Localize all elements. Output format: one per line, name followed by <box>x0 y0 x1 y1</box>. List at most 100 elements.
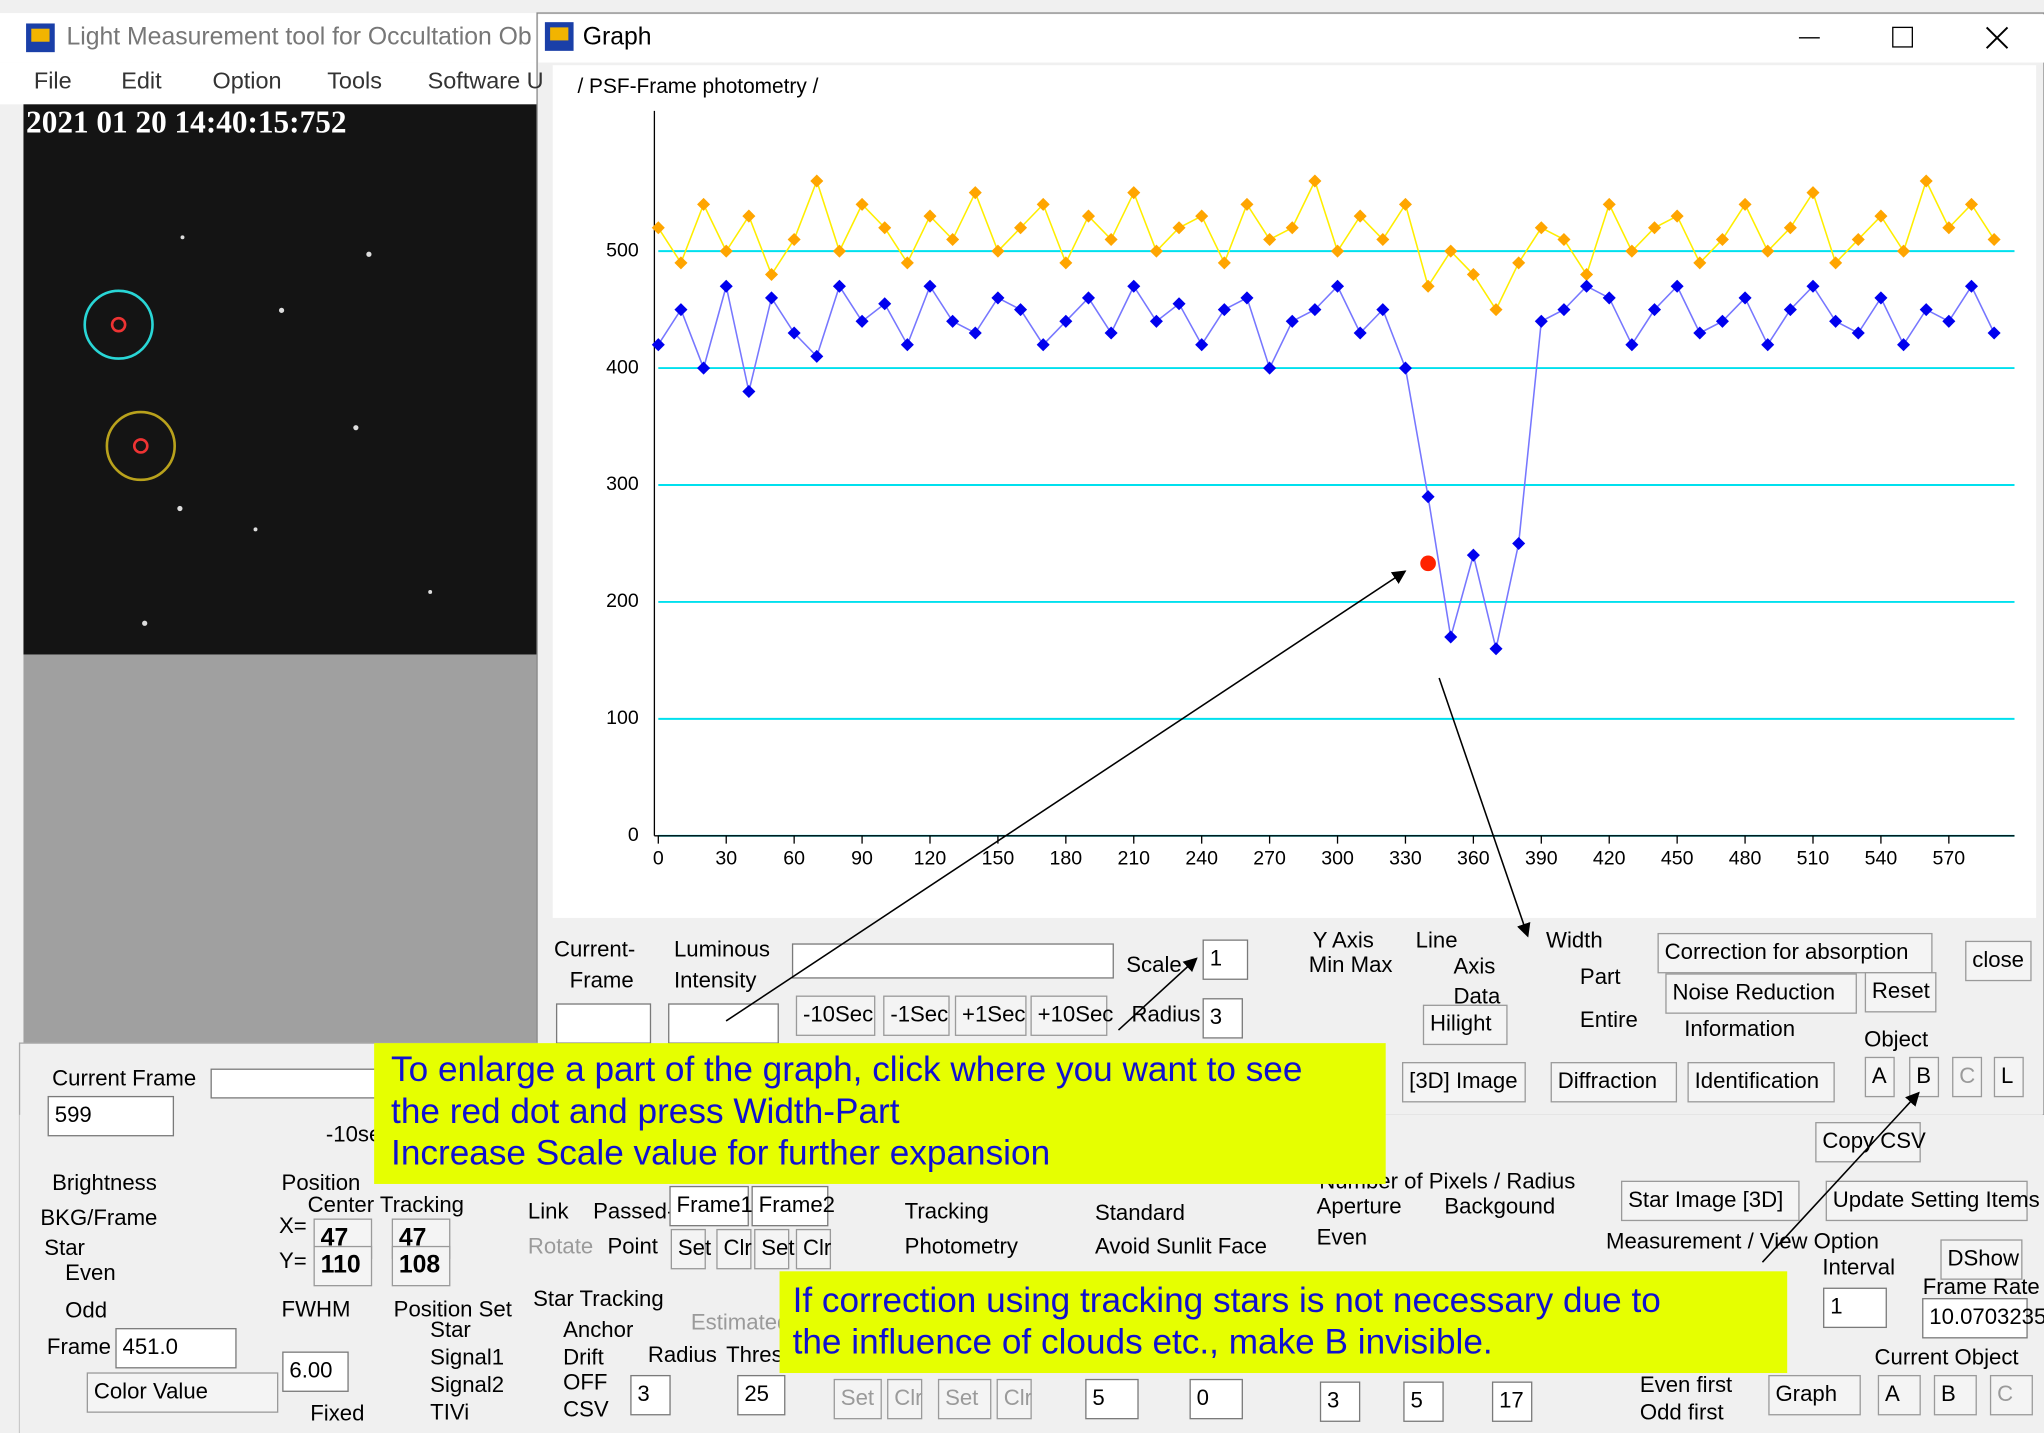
control-label: 451.0 <box>123 1334 178 1359</box>
control-label: Signal2 <box>430 1372 504 1397</box>
control-label: Even first <box>1640 1372 1732 1397</box>
note-line: the red dot and press Width-Part <box>391 1092 900 1131</box>
main-title: Light Measurement tool for Occultation O… <box>66 23 531 50</box>
menu-item[interactable]: Edit <box>121 67 162 93</box>
control-label: Min Max <box>1309 952 1393 977</box>
x-tick-label: 120 <box>914 847 947 869</box>
control-label: X= <box>279 1213 307 1238</box>
control-label: Intensity <box>674 968 757 993</box>
y-tick-label: 100 <box>606 707 639 729</box>
control-label: -10se <box>326 1122 381 1147</box>
menu-item[interactable]: File <box>34 67 72 93</box>
control-label: Center Tracking <box>308 1192 464 1217</box>
x-tick-label: 330 <box>1389 847 1422 869</box>
control-label: OFF <box>563 1369 607 1394</box>
scrollbar[interactable] <box>793 944 1114 978</box>
control-label: 17 <box>1499 1388 1524 1413</box>
control-label: TIVi <box>430 1399 469 1424</box>
control-label: Y Axis <box>1313 927 1374 952</box>
control-label: Information <box>1684 1016 1795 1041</box>
control-label: Point <box>607 1234 658 1259</box>
control-label: Clr <box>803 1235 832 1260</box>
x-tick-label: 30 <box>715 847 737 869</box>
x-tick-label: 240 <box>1185 847 1218 869</box>
control-label: 1 <box>1210 946 1222 971</box>
timestamp: 2021 01 20 14:40:15:752 <box>26 104 346 139</box>
control-label: DShow <box>1948 1245 2020 1270</box>
control-label: Object <box>1864 1026 1928 1051</box>
control-label: 10.0703235 <box>1929 1304 2044 1329</box>
selected-point <box>1420 556 1436 572</box>
graph-title: Graph <box>583 23 652 50</box>
control-label: Link <box>528 1198 570 1223</box>
note-line: To enlarge a part of the graph, click wh… <box>391 1050 1302 1089</box>
control-label: Even <box>1317 1225 1368 1250</box>
x-tick-label: 0 <box>653 847 664 869</box>
app-icon-part <box>31 29 49 42</box>
control-label: Identification <box>1695 1068 1819 1093</box>
control-label: Radius <box>648 1342 717 1367</box>
menu-item[interactable]: Option <box>212 67 281 93</box>
y-tick-label: 500 <box>606 239 639 261</box>
control-label: Even <box>65 1260 116 1285</box>
y-tick-label: 200 <box>606 590 639 612</box>
control-label: Signal1 <box>430 1345 504 1370</box>
x-tick-label: 420 <box>1593 847 1626 869</box>
control-label: Current Frame <box>52 1065 196 1090</box>
control-label: Set <box>678 1235 711 1260</box>
control-label: Scale <box>1126 952 1181 977</box>
control-label: Estimated <box>691 1309 790 1334</box>
control-label: Odd <box>65 1298 107 1323</box>
control-label: 110 <box>321 1252 361 1279</box>
graph-icon-part <box>550 27 568 40</box>
control-label: Radius <box>1132 1002 1201 1027</box>
control-label: Frame2 <box>759 1192 835 1217</box>
control-label: B <box>1941 1381 1956 1406</box>
control-label: Measurement / View Option <box>1606 1228 1879 1253</box>
control-label: Drift <box>563 1345 604 1370</box>
x-tick-label: 540 <box>1865 847 1898 869</box>
control-label: Axis <box>1453 953 1495 978</box>
menu-item[interactable]: Software U <box>428 67 544 93</box>
control-label: Star Image [3D] <box>1628 1187 1783 1212</box>
control-label: Backgound <box>1444 1193 1555 1218</box>
control-label: Standard <box>1095 1200 1185 1225</box>
input-field <box>557 1004 651 1043</box>
control-label: 5 <box>1092 1385 1104 1410</box>
y-tick-label: 300 <box>606 473 639 495</box>
control-label: Clr <box>723 1235 752 1260</box>
menu-item[interactable]: Tools <box>327 67 382 93</box>
x-tick-label: 390 <box>1525 847 1558 869</box>
x-tick-label: 450 <box>1661 847 1694 869</box>
scrollbar[interactable] <box>211 1069 375 1098</box>
note-line: the influence of clouds etc., make B inv… <box>793 1323 1493 1362</box>
control-label: Anchor <box>563 1317 634 1342</box>
control-label: Line <box>1416 927 1458 952</box>
x-tick-label: 360 <box>1457 847 1490 869</box>
control-label: Frame Rate <box>1923 1274 2040 1299</box>
control-label: Star <box>430 1317 471 1342</box>
control-label: Width <box>1546 927 1603 952</box>
x-tick-label: 480 <box>1729 847 1762 869</box>
screen: Light Measurement tool for Occultation O… <box>0 0 2044 1433</box>
control-label: 1 <box>1830 1294 1842 1319</box>
control-label: Color Value <box>94 1378 208 1403</box>
x-tick-label: 180 <box>1050 847 1083 869</box>
control-label: Odd first <box>1640 1399 1724 1424</box>
control-label: Brightness <box>52 1170 157 1195</box>
control-label: Set <box>841 1385 874 1410</box>
control-label: 6.00 <box>289 1358 332 1383</box>
control-label: Aperture <box>1317 1193 1402 1218</box>
control-label: Luminous <box>674 936 770 961</box>
input-field <box>669 1004 779 1043</box>
x-tick-label: 270 <box>1253 847 1286 869</box>
control-label: Reset <box>1872 978 1930 1003</box>
control-label: Passed- <box>593 1198 674 1223</box>
control-label: +10Sec <box>1038 1002 1114 1027</box>
control-label: Fixed <box>310 1401 364 1426</box>
control-label: Frame1 <box>677 1192 753 1217</box>
control-label: 3 <box>1210 1004 1222 1029</box>
control-label: Current Object <box>1875 1345 2019 1370</box>
control-label: Hilight <box>1430 1011 1492 1036</box>
control-label: Rotate <box>528 1234 593 1259</box>
